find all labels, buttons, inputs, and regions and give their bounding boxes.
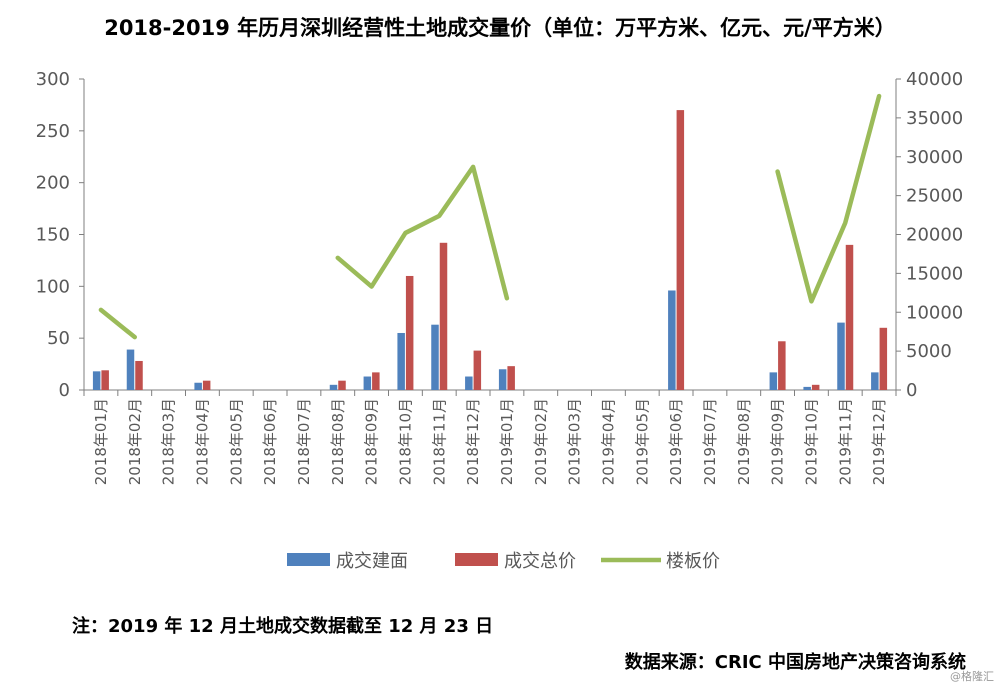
y-tick-label-right: 5000 <box>906 341 952 362</box>
line-segment-floor-price <box>335 164 510 301</box>
x-tick-label: 2018年11月 <box>430 398 448 485</box>
chart-axes: 0 50 100 150 200 250 300 0 5000 10000 15000 20000 25… <box>36 69 964 485</box>
x-tick-label: 2019年09月 <box>769 398 787 485</box>
x-tick-label: 2019年03月 <box>566 398 584 485</box>
legend-area-label: 成交建面 <box>336 551 408 572</box>
bar-total-price <box>845 244 854 390</box>
legend-total-price-swatch <box>455 553 498 566</box>
x-tick-label: 2018年08月 <box>329 398 347 485</box>
legend-area-swatch <box>287 553 330 566</box>
x-tick-label: 2019年11月 <box>836 398 854 485</box>
x-tick-label: 2018年09月 <box>363 398 381 485</box>
y-tick-label-left: 0 <box>59 380 70 401</box>
x-tick-label: 2018年02月 <box>126 398 144 485</box>
y-tick-label-right: 35000 <box>906 108 963 129</box>
bar-area <box>498 369 507 390</box>
bar-area <box>397 332 405 390</box>
bar-total-price <box>101 370 109 390</box>
bar-area <box>92 371 101 390</box>
x-tick-label: 2018年05月 <box>227 398 245 485</box>
x-tick-label: 2019年04月 <box>599 398 617 485</box>
y-tick-label-right: 0 <box>906 380 917 401</box>
y-tick-label-right: 15000 <box>906 263 963 284</box>
y-tick-label-right: 30000 <box>906 147 963 168</box>
bar-area <box>668 290 676 390</box>
bar-area <box>431 324 439 390</box>
legend-floor-price-label: 楼板价 <box>666 551 720 572</box>
x-tick-label: 2019年06月 <box>667 398 685 485</box>
y-tick-label-left: 100 <box>36 276 70 297</box>
x-tick-label: 2019年12月 <box>870 398 888 485</box>
bar-total-price <box>372 372 380 390</box>
x-tick-label: 2018年01月 <box>92 398 110 485</box>
line-segment-floor-price <box>775 93 882 304</box>
bar-total-price <box>811 384 820 390</box>
chart-bars <box>92 110 888 390</box>
y-tick-label-left: 50 <box>47 328 70 349</box>
bar-area <box>837 322 845 390</box>
x-tick-label: 2019年10月 <box>802 398 820 485</box>
bar-total-price <box>202 380 211 390</box>
chart-lines <box>98 93 882 340</box>
x-tick-label: 2018年06月 <box>261 398 279 485</box>
x-tick-label: 2019年08月 <box>735 398 753 485</box>
y-tick-label-right: 20000 <box>906 225 963 246</box>
y-tick-label-left: 150 <box>36 225 70 246</box>
bar-total-price <box>473 350 482 390</box>
bar-total-price <box>135 360 143 390</box>
bar-area <box>769 372 778 390</box>
chart-legend: 成交建面 成交总价 楼板价 <box>287 551 720 572</box>
x-tick-label: 2019年01月 <box>498 398 516 485</box>
x-tick-label: 2019年05月 <box>633 398 651 485</box>
x-tick-label: 2019年07月 <box>701 398 719 485</box>
bar-total-price <box>507 366 515 390</box>
y-tick-label-left: 300 <box>36 69 70 90</box>
watermark: @格隆汇 <box>950 670 994 683</box>
bar-total-price <box>778 341 786 390</box>
y-tick-label-left: 200 <box>36 173 70 194</box>
bar-area <box>803 386 811 390</box>
bar-area <box>194 382 202 390</box>
bar-total-price <box>676 110 685 390</box>
y-tick-label-right: 10000 <box>906 302 963 323</box>
line-segment-floor-price <box>98 307 137 340</box>
y-tick-label-right: 40000 <box>906 69 963 90</box>
bar-total-price <box>338 380 346 390</box>
y-tick-label-right: 25000 <box>906 186 963 207</box>
bar-total-price <box>405 275 414 390</box>
x-tick-label: 2018年12月 <box>464 398 482 485</box>
x-tick-label: 2018年10月 <box>396 398 414 485</box>
data-source: 数据来源：CRIC 中国房地产决策咨询系统 <box>624 652 966 673</box>
x-tick-label: 2019年02月 <box>532 398 550 485</box>
bar-area <box>329 384 338 390</box>
bar-area <box>871 372 879 390</box>
chart-title: 2018-2019 年历月深圳经营性土地成交量价（单位：万平方米、亿元、元/平方… <box>104 16 896 40</box>
bar-total-price <box>439 242 448 390</box>
x-tick-label: 2018年03月 <box>160 398 178 485</box>
x-tick-label: 2018年07月 <box>295 398 313 485</box>
y-tick-label-left: 250 <box>36 121 70 142</box>
footnote: 注：2019 年 12 月土地成交数据截至 12 月 23 日 <box>72 616 494 637</box>
legend-total-price-label: 成交总价 <box>504 551 576 572</box>
bar-area <box>126 349 135 390</box>
bar-area <box>363 376 372 390</box>
bar-area <box>465 376 473 390</box>
x-tick-label: 2018年04月 <box>193 398 211 485</box>
bar-total-price <box>879 327 888 390</box>
